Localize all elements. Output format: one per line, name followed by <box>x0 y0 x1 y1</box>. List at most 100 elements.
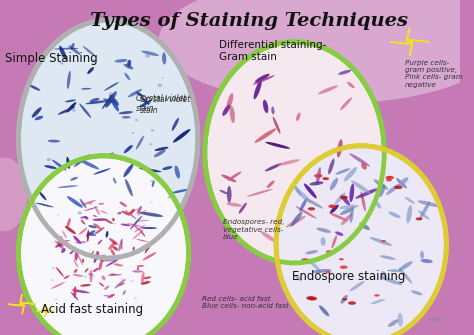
Ellipse shape <box>418 200 439 207</box>
Ellipse shape <box>286 216 306 227</box>
Ellipse shape <box>79 159 99 170</box>
Ellipse shape <box>58 185 78 188</box>
Ellipse shape <box>390 269 401 272</box>
Text: Acid fast staining: Acid fast staining <box>41 303 144 316</box>
Ellipse shape <box>101 275 105 280</box>
Ellipse shape <box>137 239 148 242</box>
Ellipse shape <box>308 297 317 300</box>
Ellipse shape <box>336 168 350 175</box>
Ellipse shape <box>261 231 276 242</box>
Ellipse shape <box>295 206 317 219</box>
Ellipse shape <box>162 166 173 170</box>
Circle shape <box>140 304 143 307</box>
Ellipse shape <box>48 140 60 142</box>
Ellipse shape <box>265 163 282 172</box>
Circle shape <box>146 108 149 109</box>
Ellipse shape <box>55 241 64 247</box>
Ellipse shape <box>374 179 388 190</box>
Ellipse shape <box>106 231 109 238</box>
Ellipse shape <box>74 269 78 273</box>
Ellipse shape <box>118 111 133 114</box>
Circle shape <box>151 180 154 182</box>
Ellipse shape <box>85 268 89 273</box>
Ellipse shape <box>121 240 123 250</box>
Ellipse shape <box>385 176 394 180</box>
Ellipse shape <box>92 218 108 221</box>
Ellipse shape <box>349 153 370 166</box>
Ellipse shape <box>112 246 118 251</box>
Ellipse shape <box>128 208 139 213</box>
Ellipse shape <box>94 227 104 234</box>
Circle shape <box>151 129 154 132</box>
Ellipse shape <box>335 231 343 236</box>
Ellipse shape <box>70 177 78 181</box>
Ellipse shape <box>123 290 126 295</box>
Circle shape <box>150 201 153 203</box>
Ellipse shape <box>115 279 126 288</box>
Ellipse shape <box>342 298 347 300</box>
Ellipse shape <box>263 99 268 113</box>
Circle shape <box>145 279 147 281</box>
Ellipse shape <box>66 218 71 228</box>
Ellipse shape <box>340 207 355 215</box>
Ellipse shape <box>54 48 78 50</box>
Ellipse shape <box>129 209 135 215</box>
Ellipse shape <box>78 255 83 265</box>
Ellipse shape <box>273 117 281 134</box>
Ellipse shape <box>128 89 142 97</box>
Ellipse shape <box>64 275 70 279</box>
Ellipse shape <box>67 71 71 89</box>
Ellipse shape <box>143 252 156 260</box>
Ellipse shape <box>152 180 155 187</box>
Ellipse shape <box>394 186 402 189</box>
Ellipse shape <box>420 251 424 259</box>
Ellipse shape <box>389 211 401 218</box>
Ellipse shape <box>58 240 70 242</box>
Ellipse shape <box>411 290 423 295</box>
Ellipse shape <box>99 260 102 270</box>
Text: MBD: MBD <box>428 318 442 323</box>
Ellipse shape <box>416 217 422 220</box>
Circle shape <box>157 84 162 87</box>
Ellipse shape <box>83 46 95 56</box>
Ellipse shape <box>81 88 91 90</box>
Ellipse shape <box>228 172 242 181</box>
Ellipse shape <box>122 211 130 216</box>
Ellipse shape <box>278 159 300 165</box>
Ellipse shape <box>335 193 346 204</box>
Ellipse shape <box>124 73 130 80</box>
Ellipse shape <box>119 202 127 207</box>
Ellipse shape <box>340 295 348 304</box>
Ellipse shape <box>58 241 63 242</box>
Ellipse shape <box>84 216 89 219</box>
Ellipse shape <box>55 242 65 248</box>
Ellipse shape <box>61 248 65 253</box>
Ellipse shape <box>341 214 352 225</box>
Ellipse shape <box>388 319 399 327</box>
Ellipse shape <box>79 104 91 118</box>
Ellipse shape <box>139 168 162 172</box>
Ellipse shape <box>73 286 76 298</box>
Ellipse shape <box>140 100 151 108</box>
Ellipse shape <box>80 284 91 286</box>
Ellipse shape <box>246 189 273 197</box>
Ellipse shape <box>102 93 113 109</box>
Ellipse shape <box>109 238 118 245</box>
Ellipse shape <box>112 218 115 221</box>
Ellipse shape <box>420 259 433 263</box>
Circle shape <box>54 298 57 300</box>
Ellipse shape <box>154 150 166 157</box>
Ellipse shape <box>94 206 100 215</box>
Ellipse shape <box>104 286 109 290</box>
Ellipse shape <box>68 46 81 55</box>
Ellipse shape <box>136 92 144 97</box>
Ellipse shape <box>106 259 118 267</box>
Ellipse shape <box>113 178 116 184</box>
Ellipse shape <box>380 276 402 285</box>
Ellipse shape <box>133 229 144 240</box>
Ellipse shape <box>370 237 392 246</box>
Ellipse shape <box>18 20 198 258</box>
Ellipse shape <box>67 196 83 208</box>
Circle shape <box>73 271 76 273</box>
Polygon shape <box>37 305 54 317</box>
